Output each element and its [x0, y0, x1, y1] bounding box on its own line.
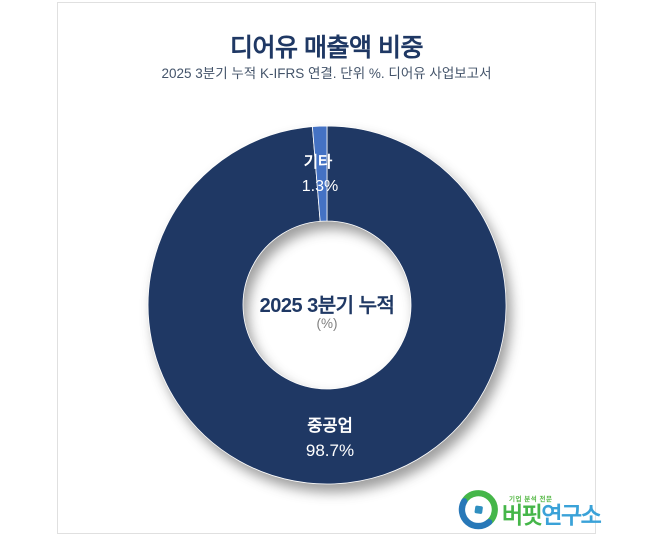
donut-center-label: 2025 3분기 누적 [259, 295, 395, 317]
buffett-lab-logo-text: 기업 분석 전문 버핏연구소 [502, 489, 602, 528]
buffett-lab-logo-icon [458, 490, 498, 530]
slice-label-main-value: 98.7% [305, 441, 355, 460]
donut-svg [147, 125, 507, 485]
slice-label-etc-value: 1.3% [301, 178, 339, 195]
buffett-lab-logo: 기업 분석 전문 버핏연구소 [458, 489, 602, 530]
logo-name-part1: 버핏 [502, 502, 543, 528]
logo-name: 버핏연구소 [502, 502, 602, 528]
donut-center-unit: (%) [316, 316, 338, 331]
slice-label-etc-name: 기타 [303, 154, 333, 171]
donut-chart [137, 115, 517, 495]
donut-slice-중공업 [147, 125, 507, 485]
logo-name-part2: 연구소 [541, 502, 601, 528]
chart-title: 디어유 매출액 비중 [230, 34, 423, 62]
donut-slice-기타 [311, 125, 328, 222]
logo-tagline: 기업 분석 전문 [509, 496, 553, 503]
chart-subtitle: 2025 3분기 누적 K-IFRS 연결. 단위 %. 디어유 사업보고서 [161, 66, 492, 81]
slice-label-main-name: 중공업 [307, 417, 353, 435]
